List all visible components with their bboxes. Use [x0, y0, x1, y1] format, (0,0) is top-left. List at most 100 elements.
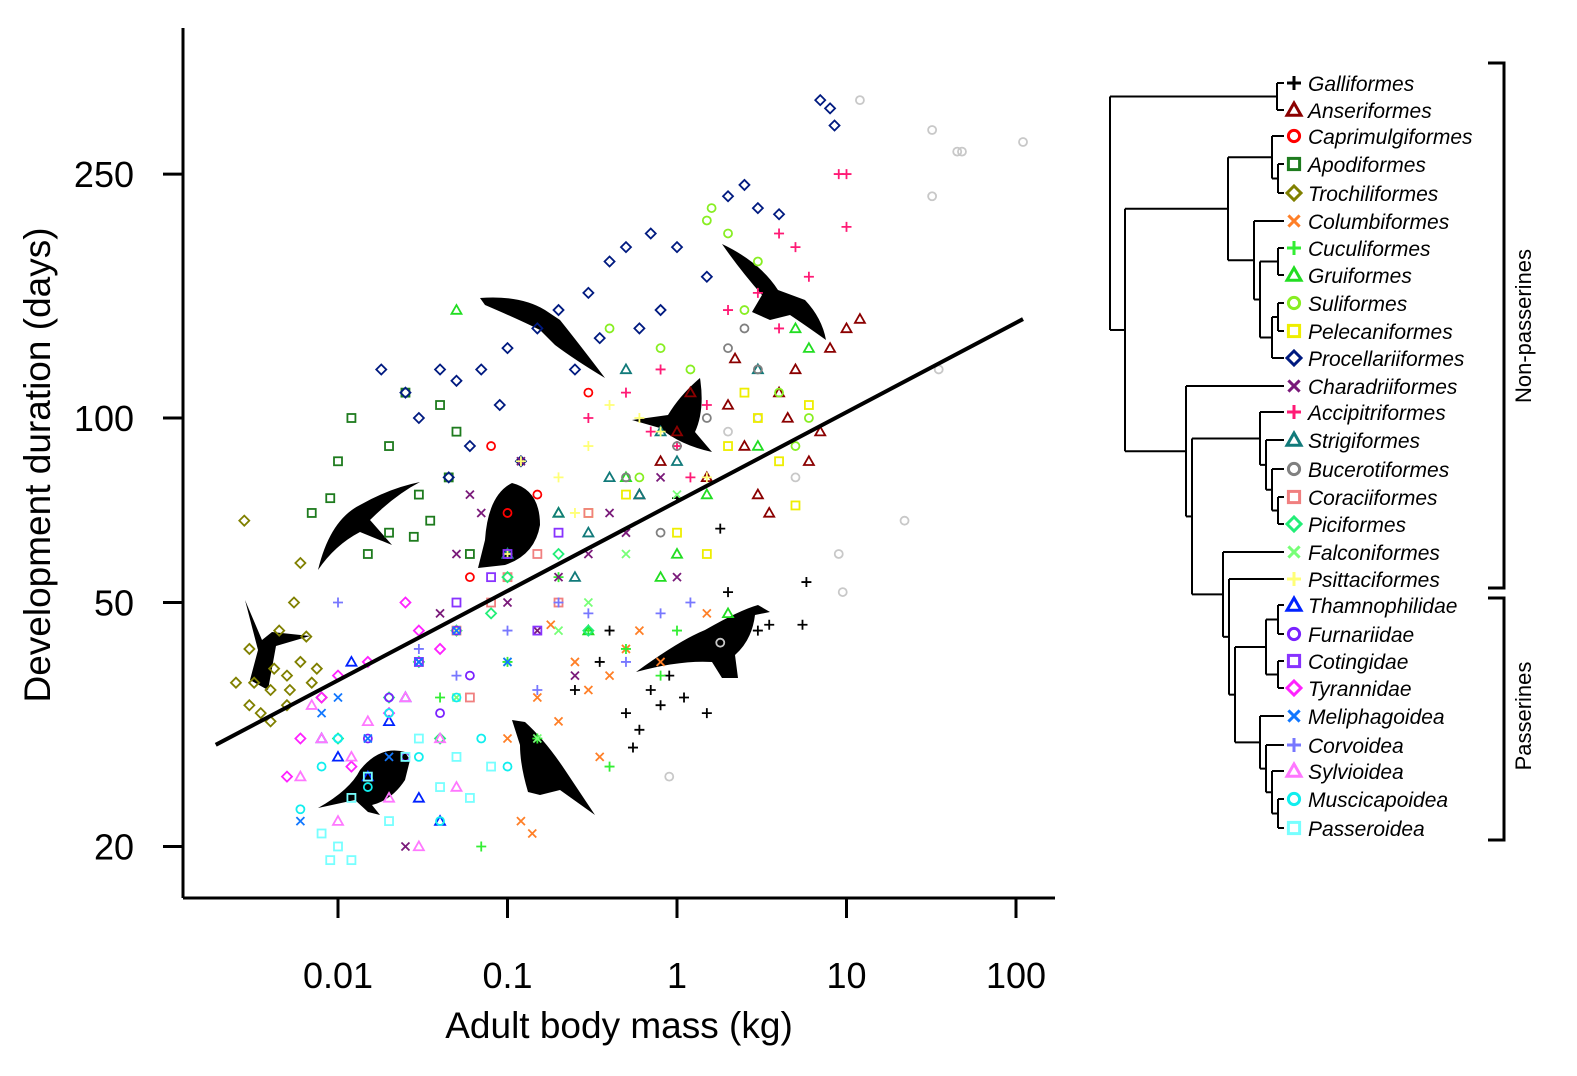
data-point	[701, 413, 712, 423]
legend-marker-icon	[1287, 738, 1301, 752]
legend-label: Falconiformes	[1308, 542, 1440, 565]
data-point	[315, 731, 329, 744]
data-point	[752, 256, 763, 267]
data-point	[813, 93, 827, 107]
data-point	[413, 733, 424, 744]
data-point	[655, 700, 666, 711]
data-point	[723, 426, 733, 437]
data-point	[315, 691, 328, 704]
data-point	[325, 493, 336, 504]
data-point	[553, 625, 564, 636]
data-point	[551, 506, 566, 518]
data-point	[287, 596, 301, 609]
data-point	[583, 597, 594, 608]
data-point	[957, 146, 967, 157]
data-point	[254, 706, 267, 720]
legend-label: Bucerotiformes	[1308, 459, 1450, 482]
data-point	[721, 606, 735, 619]
data-point	[634, 625, 645, 636]
data-point	[774, 323, 785, 334]
y-ticks: 20 50 100 250	[74, 154, 183, 867]
data-point	[583, 441, 594, 452]
passerines-label: Passerines	[1511, 662, 1536, 771]
data-point	[502, 733, 513, 744]
data-point	[620, 643, 631, 654]
data-point	[310, 662, 324, 675]
group-brackets: Non-passerines Passerines	[1488, 61, 1536, 842]
data-point	[413, 643, 424, 654]
x-ticks: 0.01 0.1 1 10 100	[303, 898, 1046, 996]
legend-label: Trochiliformes	[1308, 183, 1439, 206]
data-point	[400, 841, 411, 852]
eagle-silhouette-icon	[722, 244, 826, 340]
data-point	[400, 751, 411, 762]
data-point	[801, 577, 812, 588]
data-point	[774, 456, 784, 467]
data-point	[344, 750, 358, 762]
data-point	[927, 191, 938, 202]
legend-marker-icon	[1286, 489, 1302, 505]
legend-label: Psittaciformes	[1308, 569, 1440, 592]
data-point	[751, 487, 765, 500]
data-point	[464, 670, 475, 681]
small-bird-silhouette-icon	[318, 750, 410, 815]
data-point	[664, 771, 675, 782]
legend-item: Piciformes	[1284, 514, 1407, 537]
data-point	[546, 620, 556, 630]
data-point	[295, 804, 306, 815]
data-point	[583, 387, 594, 398]
data-point	[583, 508, 594, 518]
data-point	[532, 625, 542, 636]
data-point	[685, 597, 696, 608]
legend-marker-icon	[1284, 264, 1304, 282]
data-point	[305, 698, 319, 710]
data-point	[305, 676, 319, 689]
data-point	[346, 855, 357, 866]
data-point	[451, 625, 462, 636]
data-point	[701, 400, 712, 411]
data-point	[802, 341, 816, 353]
data-point	[619, 240, 633, 254]
data-point	[655, 426, 666, 437]
data-point	[384, 692, 394, 703]
data-point	[451, 597, 462, 608]
legend-marker-icon	[1286, 156, 1302, 172]
data-point	[502, 597, 513, 608]
data-point	[384, 816, 394, 826]
data-point	[738, 178, 751, 192]
data-point	[803, 413, 814, 423]
data-point	[723, 305, 734, 316]
data-point	[333, 456, 343, 467]
data-point	[634, 724, 645, 735]
data-point	[532, 733, 542, 744]
legend-marker-icon	[1286, 626, 1302, 642]
legend-marker-icon	[1284, 514, 1304, 534]
data-point	[502, 657, 513, 667]
legend-item: Thamnophilidae	[1284, 594, 1457, 618]
data-point	[764, 619, 775, 630]
data-point	[272, 624, 286, 637]
data-point	[752, 413, 763, 423]
data-point	[238, 514, 251, 527]
legend-label: Charadriiformes	[1308, 376, 1458, 399]
legend-item: Falconiformes	[1287, 542, 1440, 565]
legend-item: Apodiformes	[1286, 154, 1426, 177]
legend-label: Sylvioidea	[1308, 761, 1404, 784]
legend-item: Bucerotiformes	[1286, 459, 1450, 482]
data-point	[413, 751, 424, 762]
data-point	[774, 228, 785, 239]
data-point	[476, 508, 486, 518]
data-point	[463, 439, 477, 453]
data-point	[670, 424, 684, 437]
data-point	[706, 203, 717, 213]
legend-label: Corvoidea	[1308, 735, 1404, 758]
data-point	[413, 489, 424, 500]
data-point	[486, 441, 496, 451]
legend-item: Anseriformes	[1284, 99, 1432, 123]
data-point	[569, 684, 580, 695]
data-point	[583, 508, 594, 518]
data-point	[294, 556, 307, 570]
data-point	[604, 761, 615, 772]
data-point	[316, 761, 327, 772]
